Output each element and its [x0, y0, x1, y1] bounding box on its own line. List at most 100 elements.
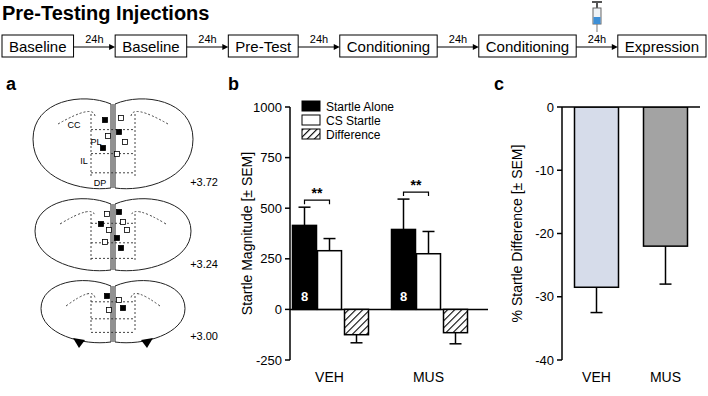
- error-stem: [356, 335, 358, 343]
- y-tick: [285, 359, 290, 361]
- injection-site: [117, 130, 122, 135]
- legend-label: Difference: [326, 128, 381, 142]
- y-tick-label: 500: [260, 201, 282, 216]
- y-tick: [285, 157, 290, 159]
- y-tick-label: 0: [275, 302, 282, 317]
- panel-label: a: [6, 74, 17, 94]
- timeline-arrowhead: [222, 44, 228, 50]
- timeline-step: Expression: [625, 38, 699, 55]
- y-tick: [557, 106, 562, 108]
- y-tick: [285, 207, 290, 209]
- y-axis: [289, 107, 291, 360]
- bar: [345, 309, 369, 334]
- injection-site: [121, 220, 126, 225]
- timeline-arrowhead: [109, 44, 115, 50]
- title: Pre-Testing Injections: [2, 2, 209, 24]
- injection-site: [117, 210, 122, 215]
- timeline-arrowhead: [334, 44, 340, 50]
- timeline-interval: 24h: [198, 33, 216, 45]
- injection-site: [125, 228, 130, 233]
- x-tick-label: MUS: [413, 369, 444, 385]
- injection-site: [123, 140, 128, 145]
- injection-site: [105, 294, 110, 299]
- error-stem: [304, 207, 306, 225]
- region-border: [60, 212, 95, 225]
- injection-site: [117, 298, 122, 303]
- injection-site: [107, 308, 112, 313]
- region-border: [91, 214, 92, 260]
- error-bar: [351, 335, 363, 343]
- error-stem: [455, 333, 457, 344]
- y-tick: [285, 309, 290, 311]
- injection-site: [103, 118, 108, 123]
- figure: Pre-Testing Injections BaselineBaselinePr…: [0, 0, 708, 396]
- timeline-box: [618, 35, 706, 57]
- panel-label: c: [494, 74, 504, 94]
- timeline-box: [479, 35, 576, 57]
- chart-b: -25002505007501000Startle Magnitude [± S…: [239, 100, 488, 386]
- y-tick-label: 250: [260, 251, 282, 266]
- error-bar: [450, 333, 462, 344]
- bars: [293, 199, 468, 344]
- legend-label: CS Startle: [326, 114, 381, 128]
- bar: [575, 107, 619, 287]
- region-label: DP: [94, 178, 107, 188]
- syringe-plunger: [596, 2, 598, 8]
- n-label: 8: [400, 289, 407, 304]
- syringe-barrel: [593, 8, 601, 24]
- chart-c: VEHMUS-40-30-20-100% Startle Difference …: [509, 100, 700, 386]
- x-tick-label: MUS: [650, 369, 681, 385]
- error-cap: [299, 206, 311, 208]
- timeline-step: Conditioning: [486, 38, 569, 55]
- bar: [293, 225, 317, 309]
- timeline-box: [115, 35, 187, 57]
- legend-label: Startle Alone: [326, 100, 394, 114]
- y-tick-label: 0: [547, 100, 554, 115]
- tract: [73, 338, 85, 348]
- x-tick-label: VEH: [582, 369, 611, 385]
- bar: [392, 229, 416, 309]
- injection-site: [106, 134, 111, 139]
- tract: [141, 338, 153, 348]
- region-border: [135, 214, 136, 260]
- legend: Startle AloneCS StartleDifference: [302, 100, 394, 142]
- timeline-step: Baseline: [9, 38, 67, 55]
- region-border: [131, 112, 168, 125]
- timeline-box: [2, 35, 74, 57]
- timeline-arrow: [576, 47, 613, 48]
- error-stem: [403, 199, 405, 229]
- n-label: 8: [301, 289, 308, 304]
- midline: [113, 204, 114, 270]
- timeline: BaselineBaselinePre-TestConditioningCond…: [2, 33, 706, 57]
- error-stem: [428, 231, 430, 253]
- timeline-interval: 24h: [310, 33, 328, 45]
- timeline-box: [340, 35, 437, 57]
- timeline-step: Conditioning: [347, 38, 430, 55]
- injection-site: [107, 228, 112, 233]
- y-tick-label: -250: [256, 353, 282, 368]
- error-bar: [423, 231, 435, 253]
- y-tick: [557, 296, 562, 298]
- panel-label: b: [228, 74, 239, 94]
- atlas: +3.72+3.24+3.00CCPLILDP: [33, 99, 218, 348]
- region-label: PL: [90, 137, 101, 147]
- bar: [444, 309, 468, 332]
- injection-site: [119, 116, 124, 121]
- timeline-arrowhead: [473, 44, 479, 50]
- error-stem: [596, 287, 598, 312]
- y-tick-label: -30: [535, 289, 554, 304]
- significance-label: **: [411, 177, 422, 193]
- error-bar: [591, 287, 603, 312]
- timeline-box: [228, 35, 298, 57]
- injection-site: [105, 212, 110, 217]
- midline: [113, 286, 114, 342]
- injection-site: [99, 222, 104, 227]
- timeline-arrowhead: [612, 44, 618, 50]
- y-tick: [557, 170, 562, 172]
- error-stem: [329, 239, 331, 251]
- timeline-arrow: [187, 47, 224, 48]
- y-tick-label: -40: [535, 353, 554, 368]
- error-bar: [299, 207, 311, 225]
- injection-site: [103, 240, 108, 245]
- legend-swatch: [302, 115, 320, 125]
